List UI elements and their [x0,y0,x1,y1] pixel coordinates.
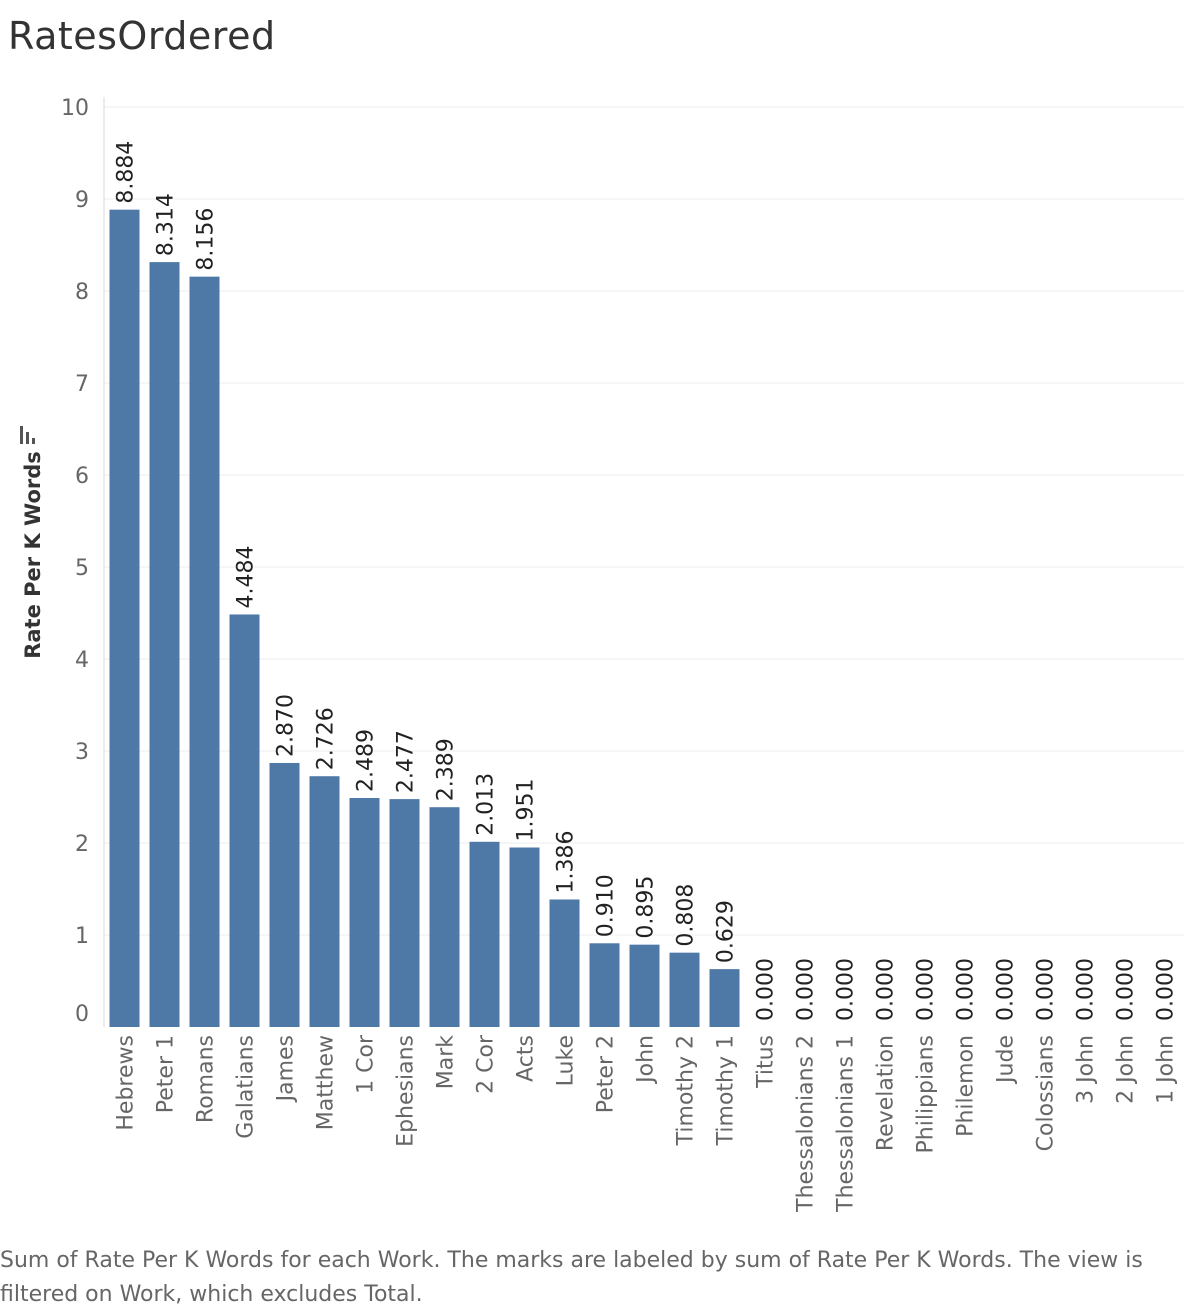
x-tick-label: Peter 2 [594,1035,619,1113]
value-label: 0.000 [874,958,899,1021]
value-label: 1.386 [554,831,579,894]
value-label: 8.314 [154,193,179,256]
bar[interactable] [229,614,260,1027]
y-tick-label: 7 [75,372,89,397]
x-tick-label: Jude [994,1035,1019,1085]
y-tick-label: 3 [75,740,89,765]
x-tick-label: Mark [434,1035,459,1090]
value-label: 4.484 [234,545,259,608]
bar[interactable] [629,944,660,1027]
x-tick-label: 1 John [1154,1035,1179,1104]
y-tick-label: 9 [75,188,89,213]
x-tick-label: Ephesians [394,1035,419,1147]
x-tick-label: 3 John [1074,1035,1099,1104]
y-tick-label: 2 [75,832,89,857]
value-label: 0.000 [1114,958,1139,1021]
sort-icon-bar [20,426,23,444]
value-label: 0.910 [594,874,619,937]
bar[interactable] [189,276,220,1027]
value-label: 0.895 [634,876,659,939]
value-label: 2.726 [314,707,339,770]
x-tick-label: John [634,1035,659,1085]
bar[interactable] [709,969,740,1027]
bar-chart: 0 1 2 3 4 5 6 7 8 9 10 Rate Per K Words 8.884 Hebrews… [20,96,1184,1213]
x-tick-label: Colossians [1034,1035,1059,1151]
y-tick-label: 6 [75,464,89,489]
y-tick-label: 10 [61,96,89,121]
bar[interactable] [349,798,380,1027]
bar[interactable] [669,952,700,1027]
x-tick-label: James [274,1035,299,1103]
x-tick-label: Timothy 2 [674,1035,699,1146]
y-tick-label: 4 [75,648,89,673]
value-label: 0.000 [994,958,1019,1021]
x-tick-label: Thessalonians 1 [834,1035,859,1213]
x-tick-label: Hebrews [114,1035,139,1131]
bar[interactable] [269,762,300,1027]
bar[interactable] [549,899,580,1027]
value-label: 0.629 [714,900,739,963]
x-tick-label: Timothy 1 [714,1035,739,1146]
y-tick-label: 5 [75,556,89,581]
value-label: 0.000 [1034,958,1059,1021]
bar[interactable] [509,847,540,1027]
value-label: 1.951 [514,779,539,842]
value-label: 0.000 [1074,958,1099,1021]
bar[interactable] [109,209,140,1027]
bar[interactable] [589,943,620,1027]
value-label: 0.000 [834,958,859,1021]
y-tick-label: 1 [75,924,89,949]
bar[interactable] [429,807,460,1027]
value-label: 0.000 [794,958,819,1021]
value-label: 8.884 [114,141,139,204]
x-tick-label: Acts [514,1035,539,1082]
value-label: 8.156 [194,208,219,271]
x-tick-label: Peter 1 [154,1035,179,1113]
value-label: 0.000 [1154,958,1179,1021]
x-tick-label: Philippians [914,1035,939,1153]
value-label: 0.000 [954,958,979,1021]
x-tick-label: Romans [194,1035,219,1123]
bar[interactable] [309,776,340,1027]
value-label: 0.808 [674,884,699,947]
chart-title: RatesOrdered [8,14,276,58]
y-axis-title: Rate Per K Words [21,451,45,659]
value-label: 2.489 [354,729,379,792]
x-tick-label: 2 Cor [474,1034,499,1094]
bar[interactable] [149,262,180,1027]
value-label: 2.389 [434,738,459,801]
y-tick-label: 8 [75,280,89,305]
x-tick-label: Titus [754,1035,779,1089]
value-label: 2.870 [274,694,299,757]
x-tick-label: Thessalonians 2 [794,1035,819,1213]
value-label: 2.477 [394,730,419,793]
sort-descending-icon[interactable] [20,426,35,444]
x-tick-label: 1 Cor [354,1034,379,1094]
x-tick-label: Matthew [314,1035,339,1130]
x-tick-label: Galatians [234,1035,259,1139]
sort-icon-bar [26,432,29,444]
sort-icon-bar [32,438,35,444]
x-tick-label: Philemon [954,1035,979,1137]
bar[interactable] [469,841,500,1027]
chart-caption: Sum of Rate Per K Words for each Work. T… [0,1248,1143,1307]
value-label: 0.000 [754,958,779,1021]
bar[interactable] [389,799,420,1027]
value-label: 2.013 [474,773,499,836]
y-tick-label: 0 [75,1002,89,1027]
x-tick-label: 2 John [1114,1035,1139,1104]
value-label: 0.000 [914,958,939,1021]
x-tick-label: Luke [554,1035,579,1086]
x-tick-label: Revelation [874,1035,899,1151]
